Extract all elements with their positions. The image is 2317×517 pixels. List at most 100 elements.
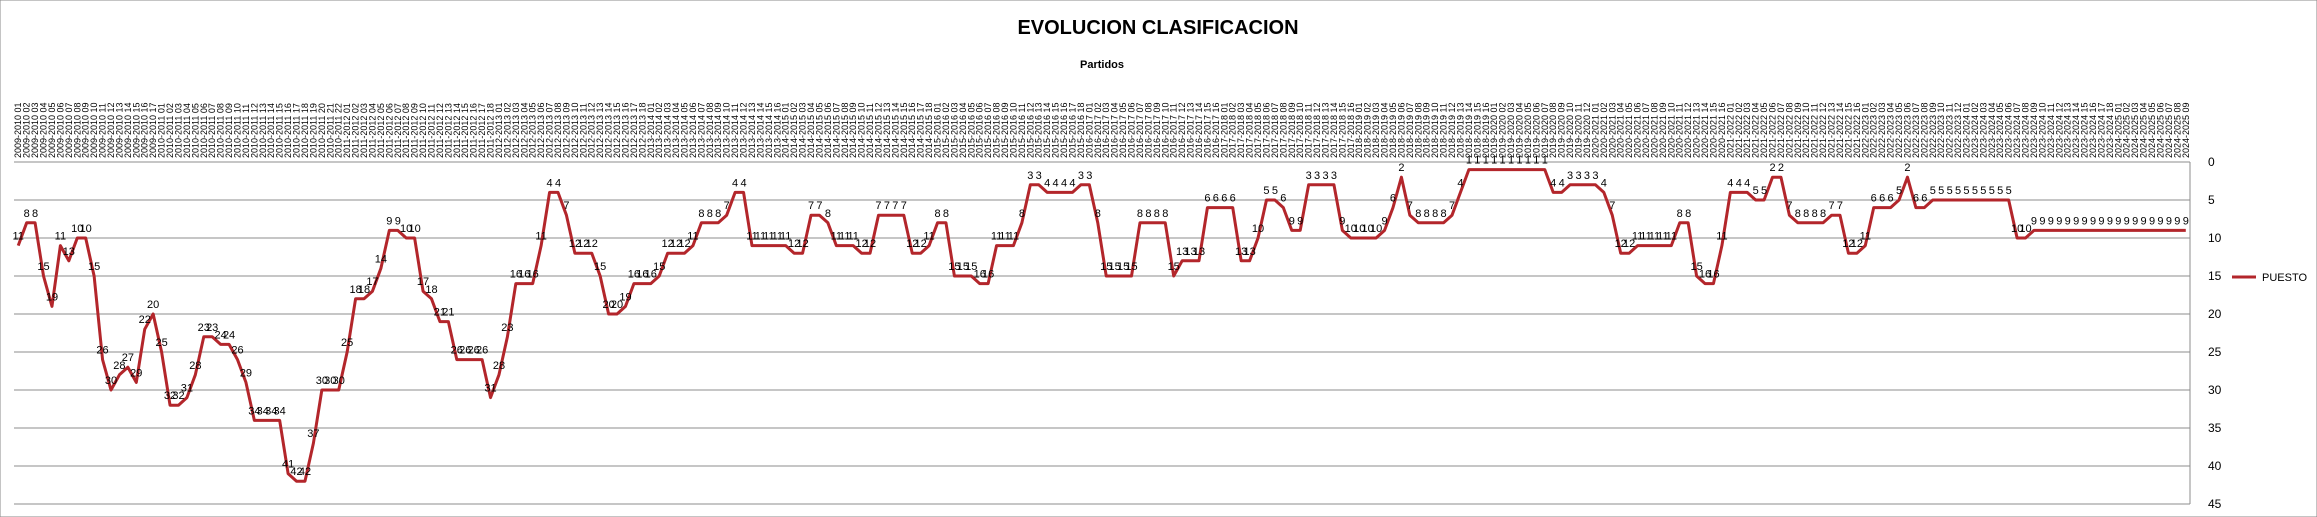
data-label: 11 (1716, 231, 1727, 243)
x-tick-label: 2021-2022 12 (1818, 102, 1828, 158)
x-tick-label: 2023-2024 05 (1995, 102, 2005, 158)
data-label: 10 (2011, 223, 2023, 235)
data-label: 9 (395, 215, 401, 227)
data-label: 5 (1963, 185, 1969, 197)
x-tick-label: 2024-2025 03 (2130, 102, 2140, 158)
data-label: 5 (1947, 185, 1953, 197)
x-tick-label: 2024-2025 05 (2147, 102, 2157, 158)
x-tick-label: 2016-2017 14 (1194, 102, 1204, 158)
data-label: 32 (164, 390, 176, 402)
x-tick-label: 2019-2020 06 (1531, 102, 1541, 158)
data-label: 13 (1176, 246, 1188, 258)
data-label: 10 (1252, 223, 1264, 235)
data-label: 8 (1795, 208, 1801, 220)
data-label: 9 (2082, 215, 2088, 227)
x-tick-label: 2015-2016 14 (1042, 102, 1052, 158)
y-tick-label: 40 (2208, 459, 2222, 473)
data-label: 16 (527, 269, 539, 281)
data-label: 1 (1508, 155, 1514, 167)
x-tick-label: 2022-2023 08 (1919, 102, 1929, 158)
x-tick-label: 2010-2011 07 (207, 103, 217, 158)
data-label: 10 (1370, 223, 1382, 235)
data-label: 9 (2065, 215, 2071, 227)
data-label: 15 (1100, 261, 1112, 273)
x-tick-label: 2016-2017 13 (1186, 102, 1196, 158)
x-tick-label: 2018-2019 07 (1405, 102, 1415, 158)
data-label: 12 (670, 238, 682, 250)
data-label: 9 (1297, 215, 1303, 227)
data-label: 6 (1871, 193, 1877, 205)
x-tick-label: 2012-2013 01 (494, 102, 504, 158)
data-label: 31 (181, 383, 193, 395)
data-label: 34 (274, 405, 286, 417)
y-tick-label: 20 (2208, 307, 2222, 321)
data-label: 4 (740, 177, 746, 189)
data-label: 30 (324, 375, 336, 387)
x-tick-label: 2013-2014 16 (772, 102, 782, 158)
data-label: 3 (1567, 170, 1573, 182)
data-label: 8 (24, 208, 30, 220)
data-label: 15 (1690, 261, 1702, 273)
x-tick-label: 2012-2013 08 (553, 102, 563, 158)
x-tick-label: 2018-2019 05 (1388, 102, 1398, 158)
x-tick-label: 2022-2023 02 (1869, 102, 1879, 158)
chart-title: EVOLUCION CLASIFICACION (1017, 17, 1298, 39)
x-tick-label: 2014-2015 02 (789, 102, 799, 158)
x-tick-label: 2014-2015 15 (899, 102, 909, 158)
x-tick-label: 2015-2016 17 (1067, 102, 1077, 158)
x-tick-label: 2009-2010 02 (22, 102, 32, 158)
data-label: 18 (358, 284, 370, 296)
data-label: 28 (189, 360, 201, 372)
x-tick-label: 2020-2021 06 (1633, 102, 1643, 158)
data-label: 23 (501, 322, 513, 334)
x-tick-label: 2011-2012 05 (376, 103, 386, 158)
data-label: 8 (1162, 208, 1168, 220)
x-tick-label: 2021-2022 03 (1742, 102, 1752, 158)
data-label: 8 (1019, 208, 1025, 220)
data-label: 16 (510, 269, 522, 281)
data-label: 15 (88, 261, 100, 273)
x-tick-label: 2009-2010 11 (98, 103, 108, 158)
data-label: 3 (1575, 170, 1581, 182)
data-label: 5 (1896, 185, 1902, 197)
x-tick-label: 2024-2025 01 (2113, 102, 2123, 158)
x-tick-label: 2010-2011 11 (241, 104, 251, 158)
data-label: 32 (172, 390, 184, 402)
x-tick-label: 2011-2012 17 (477, 103, 487, 158)
x-tick-label: 2010-2011 17 (292, 103, 302, 158)
data-label: 15 (1109, 261, 1121, 273)
data-label: 4 (1744, 177, 1750, 189)
x-tick-label: 2015-2016 13 (1034, 102, 1044, 158)
x-tick-label: 2009-2010 10 (89, 102, 99, 158)
data-label: 5 (1938, 185, 1944, 197)
x-tick-label: 2010-2011 15 (275, 103, 285, 158)
x-tick-label: 2010-2011 12 (249, 103, 259, 158)
data-label: 3 (1592, 170, 1598, 182)
data-label: 9 (386, 215, 392, 227)
data-label: 1 (1516, 155, 1522, 167)
x-tick-label: 2011-2012 01 (342, 103, 352, 158)
x-tick-label: 2022-2023 09 (1928, 102, 1938, 158)
data-label: 11 (763, 231, 774, 243)
data-label: 11 (831, 231, 842, 243)
x-tick-label: 2020-2021 02 (1599, 102, 1609, 158)
data-label: 34 (265, 405, 277, 417)
data-label: 26 (468, 345, 480, 357)
x-tick-label: 2016-2017 04 (1110, 102, 1120, 158)
data-label: 11 (1632, 231, 1643, 243)
data-label: 9 (2031, 215, 2037, 227)
series-line (16, 168, 2186, 483)
data-label: 25 (341, 337, 353, 349)
x-tick-label: 2012-2013 05 (528, 102, 538, 158)
x-tick-label: 2024-2025 07 (2164, 102, 2174, 158)
x-tick-label: 2020-2021 05 (1624, 102, 1634, 158)
data-label: 28 (113, 360, 125, 372)
data-label: 13 (1184, 246, 1196, 258)
x-tick-label: 2012-2013 11 (578, 103, 588, 158)
data-label: 4 (1550, 177, 1556, 189)
data-label: 25 (155, 337, 167, 349)
data-label: 4 (1559, 177, 1565, 189)
x-tick-label: 2023-2024 10 (2037, 102, 2047, 158)
x-tick-label: 2012-2013 15 (612, 102, 622, 158)
